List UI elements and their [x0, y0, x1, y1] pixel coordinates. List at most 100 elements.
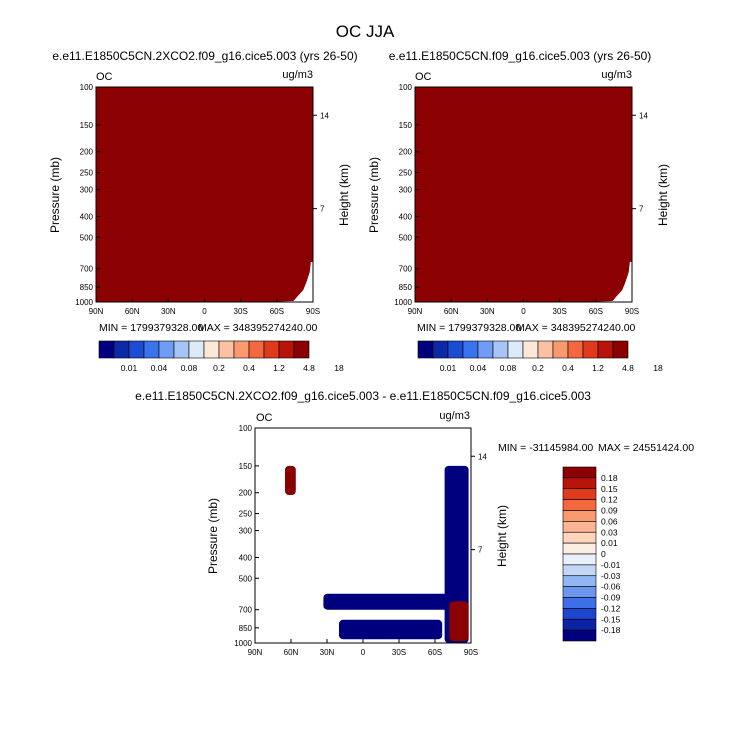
panel-3-region-negative-1 — [285, 465, 296, 496]
panel-3-ytick-label-100: 100 — [239, 424, 253, 433]
panel-3-colorbar-label-14: -0.18 — [601, 625, 621, 635]
panel-3-colorbar-label-7: 0 — [601, 549, 606, 559]
panel-3-colorbar-swatch-2 — [562, 488, 597, 500]
panel-2-colorbar-swatch-13 — [612, 340, 629, 359]
panel-2-min-label: MIN = 1799379328.00 — [417, 322, 521, 334]
panel-2-colorbar-label-5: 1.2 — [592, 363, 604, 373]
panel-2-xtick-label-1: 60N — [444, 307, 459, 316]
panel-3-colorbar-swatch-4 — [562, 510, 597, 522]
panel-3-xtick-label-6: 90S — [464, 648, 478, 657]
panel-1-colorbar-label-4: 0.4 — [243, 363, 255, 373]
panel-3-height-tick-label-14: 14 — [478, 452, 487, 461]
panel-2-colorbar-swatch-3 — [462, 340, 479, 359]
panel-3-colorbar-label-1: 0.15 — [601, 484, 618, 494]
panel-2-ylabel: Pressure (mb) — [367, 157, 381, 233]
panel-3-colorbar: 0.180.150.120.090.060.030.010-0.01-0.03-… — [562, 466, 621, 642]
panel-3-xtick-label-3: 0 — [361, 648, 366, 657]
panel-2-colorbar-swatch-2 — [447, 340, 464, 359]
panel-1-ytick-label-200: 200 — [80, 148, 94, 157]
panel-3-xtick-label-2: 30N — [320, 648, 335, 657]
panel-3-ytick-label-250: 250 — [239, 510, 253, 519]
panel-2-ytick-label-1000: 1000 — [394, 298, 412, 307]
panel-1-colorbar-swatch-8 — [218, 340, 235, 359]
panel-2-title: e.e11.E1850C5CN.f09_g16.cice5.003 (yrs 2… — [389, 49, 652, 63]
panel-3-ytick-label-300: 300 — [239, 527, 253, 536]
panel-1-colorbar-label-5: 1.2 — [273, 363, 285, 373]
panel-2-ytick-label-300: 300 — [399, 186, 413, 195]
panel-2-colorbar-label-7: 18 — [653, 363, 663, 373]
panel-3-colorbar-swatch-11 — [562, 586, 597, 598]
panel-1-xtick-label-6: 90S — [306, 307, 320, 316]
panel-1-ytick-label-700: 700 — [80, 265, 94, 274]
panel-2-xtick-label-0: 90N — [408, 307, 423, 316]
panel-2-height-tick-label-14: 14 — [639, 111, 648, 120]
panel-3-colorbar-label-0: 0.18 — [601, 473, 618, 483]
panel-1-variable: OC — [96, 71, 113, 83]
panel-3-ytick-label-500: 500 — [239, 574, 253, 583]
panel-3-title: e.e11.E1850C5CN.2XCO2.f09_g16.cice5.003 … — [135, 389, 591, 403]
panel-1-colorbar-swatch-0 — [98, 340, 115, 359]
panel-3-ylabel: Pressure (mb) — [206, 498, 220, 574]
panel-3-colorbar-label-12: -0.12 — [601, 603, 621, 613]
panel-2-colorbar-label-3: 0.2 — [532, 363, 544, 373]
panel-1-field-fill — [96, 87, 313, 302]
panel-1-colorbar-label-7: 18 — [334, 363, 344, 373]
panel-2-variable: OC — [415, 71, 432, 83]
panel-3-colorbar-label-8: -0.01 — [601, 560, 621, 570]
panel-2-ytick-label-200: 200 — [399, 148, 413, 157]
panel-1-colorbar-swatch-5 — [173, 340, 190, 359]
panel-3-height-tick-label-7: 7 — [478, 546, 483, 555]
panel-1-colorbar-label-6: 4.8 — [303, 363, 315, 373]
panel-1-colorbar-swatch-13 — [293, 340, 310, 359]
panel-3-colorbar-swatch-3 — [562, 499, 597, 511]
panel-2-colorbar-swatch-9 — [552, 340, 569, 359]
panel-1-xtick-label-0: 90N — [89, 307, 104, 316]
panel-1-colorbar-swatch-1 — [113, 340, 130, 359]
panel-2-xtick-label-6: 90S — [625, 307, 639, 316]
panel-2-xtick-label-3: 0 — [521, 307, 526, 316]
panel-2-colorbar-swatch-4 — [477, 340, 494, 359]
panel-3-ytick-label-400: 400 — [239, 553, 253, 562]
panel-2-colorbar-label-1: 0.04 — [470, 363, 487, 373]
panel-3-variable: OC — [256, 412, 273, 424]
panel-3-colorbar-swatch-5 — [562, 521, 597, 533]
panel-1-units: ug/m3 — [282, 69, 313, 81]
panel-2-height-tick-label-7: 7 — [639, 205, 644, 214]
panel-1-colorbar-swatch-4 — [158, 340, 175, 359]
panel-1-max-label: MAX = 348395274240.00 — [198, 322, 318, 334]
panel-3-xtick-label-1: 60N — [284, 648, 299, 657]
panel-1-colorbar-swatch-11 — [263, 340, 280, 359]
panel-1-ytick-label-400: 400 — [80, 212, 94, 221]
panel-3-min-label: MIN = -31145984.00 — [498, 442, 593, 454]
panel-1-colorbar-swatch-7 — [203, 340, 220, 359]
panel-3-colorbar-label-6: 0.01 — [601, 538, 618, 548]
panel-3-colorbar-swatch-6 — [562, 531, 597, 544]
panel-3-region-positive-3 — [323, 593, 450, 610]
panel-2-ytick-label-850: 850 — [399, 283, 413, 292]
panel-1-ytick-label-150: 150 — [80, 121, 94, 130]
panel-2-missing-corner — [584, 262, 632, 302]
panel-2-colorbar-swatch-11 — [582, 340, 599, 359]
panel-1-colorbar-label-0: 0.01 — [121, 363, 138, 373]
panel-1: e.e11.E1850C5CN.2XCO2.f09_g16.cice5.003 … — [48, 49, 358, 373]
panel-3-ytick-label-1000: 1000 — [234, 639, 252, 648]
panel-3-ytick-label-700: 700 — [239, 606, 253, 615]
panel-3-region-negative-5 — [449, 601, 469, 642]
panel-3-colorbar-swatch-10 — [562, 575, 597, 587]
panel-1-xtick-label-3: 0 — [202, 307, 207, 316]
panel-3-colorbar-swatch-7 — [562, 542, 597, 555]
panel-2-colorbar-label-6: 4.8 — [622, 363, 634, 373]
panel-1-colorbar-swatch-3 — [143, 340, 160, 359]
panel-1-xtick-label-2: 30N — [161, 307, 176, 316]
panel-3-ylabel-right: Height (km) — [495, 505, 509, 567]
panel-2-colorbar-label-2: 0.08 — [500, 363, 517, 373]
panel-3-colorbar-label-3: 0.09 — [601, 506, 618, 516]
panel-3-colorbar-label-5: 0.03 — [601, 527, 618, 537]
panel-3-colorbar-swatch-1 — [562, 477, 597, 490]
panel-2-xtick-label-2: 30N — [480, 307, 495, 316]
panel-2-colorbar-swatch-5 — [492, 340, 509, 359]
panel-3-region-positive-4 — [339, 619, 443, 640]
panel-3-frame — [254, 427, 472, 644]
